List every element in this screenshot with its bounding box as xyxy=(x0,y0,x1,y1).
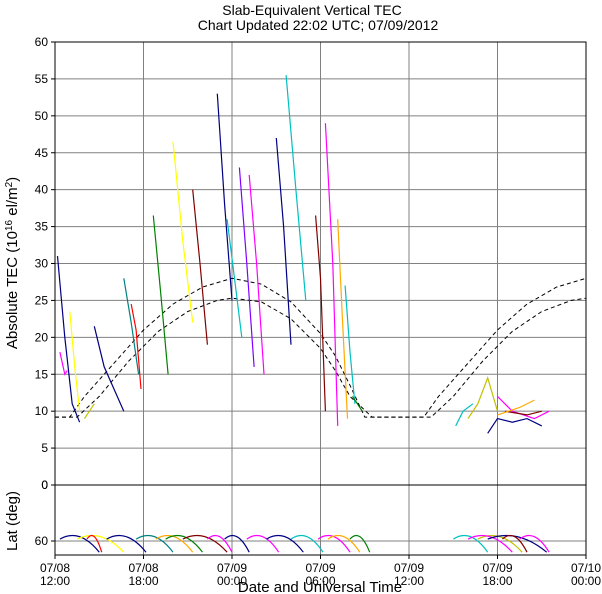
satellite-track-13 xyxy=(248,174,265,375)
xtick-date-3: 07/09 xyxy=(305,561,335,575)
xtick-time-6: 00:00 xyxy=(571,574,601,588)
latitude-arcs xyxy=(59,534,550,553)
xtick-time-0: 12:00 xyxy=(40,574,70,588)
satellite-track-6 xyxy=(130,303,142,390)
x-axis-label: Date and Universal Time xyxy=(238,579,402,594)
tec-gridlines xyxy=(54,41,587,486)
tec-ytick-label-40: 40 xyxy=(35,183,49,197)
satellite-track-26 xyxy=(497,399,535,416)
satellite-track-8 xyxy=(172,141,194,323)
ylabel-close: ) xyxy=(4,177,21,182)
lat-arc-8 xyxy=(206,534,233,553)
satellite-track-24 xyxy=(497,395,550,420)
satellite-track-5 xyxy=(123,278,140,375)
xtick-time-1: 18:00 xyxy=(128,574,158,588)
xtick-date-5: 07/09 xyxy=(482,561,512,575)
satellite-track-11 xyxy=(226,219,243,338)
tec-ytick-label-35: 35 xyxy=(35,220,49,234)
lat-arc-1 xyxy=(76,534,125,553)
tec-ytick-label-30: 30 xyxy=(35,257,49,271)
lat-arc-6 xyxy=(165,534,203,553)
satellite-track-10 xyxy=(216,93,233,301)
lat-arc-0 xyxy=(59,534,100,553)
tec-ytick-label-55: 55 xyxy=(35,72,49,86)
lat-arc-11 xyxy=(266,534,304,553)
ylabel-tail: el/m xyxy=(4,187,21,220)
ylabel-main: Absolute TEC (10 xyxy=(4,231,21,349)
lat-arc-7 xyxy=(182,534,228,553)
lat-arc-14 xyxy=(327,534,361,553)
ylabel-sup: 16 xyxy=(4,219,15,231)
satellite-track-1 xyxy=(59,351,68,376)
ylabel-sup2: 2 xyxy=(4,181,15,187)
lat-gridlines xyxy=(54,485,587,555)
xtick-time-3: 06:00 xyxy=(305,574,335,588)
xtick-time-4: 12:00 xyxy=(394,574,424,588)
lat-arc-12 xyxy=(290,534,324,553)
lat-y-axis-label: Lat (deg) xyxy=(4,491,21,551)
tec-ytick-label-60: 60 xyxy=(35,35,49,49)
model-curves xyxy=(55,277,587,418)
xtick-date-2: 07/09 xyxy=(217,561,247,575)
satellite-track-3 xyxy=(83,403,95,419)
tec-ytick-label-50: 50 xyxy=(35,109,49,123)
satellite-track-9 xyxy=(192,189,208,345)
lat-arc-5 xyxy=(155,534,194,553)
satellite-track-7 xyxy=(152,215,169,375)
lat-arc-3 xyxy=(106,534,147,553)
satellite-track-0 xyxy=(56,256,81,423)
lat-arc-20 xyxy=(501,534,528,553)
lat-arc-17 xyxy=(477,534,523,553)
lat-arc-9 xyxy=(224,534,250,553)
xtick-date-4: 07/09 xyxy=(394,561,424,575)
lat-y-ticks: 0 60 xyxy=(35,478,55,548)
lat-arc-16 xyxy=(452,534,489,553)
model-curve-1 xyxy=(55,297,587,418)
lat-arc-19 xyxy=(487,534,548,553)
tec-ytick-label-15: 15 xyxy=(35,367,49,381)
satellite-track-21 xyxy=(455,403,474,427)
satellite-tracks xyxy=(56,75,550,434)
satellite-track-14 xyxy=(275,137,292,345)
lat-arc-13 xyxy=(317,534,351,553)
satellite-track-20 xyxy=(351,396,363,412)
lat-arc-4 xyxy=(135,534,174,553)
tec-y-ticks: 0 5 10 15 20 25 30 35 40 45 50 55 60 xyxy=(35,35,55,492)
satellite-track-15 xyxy=(285,75,307,301)
satellite-track-22 xyxy=(467,376,499,419)
satellite-track-17 xyxy=(324,123,339,426)
lat-ytick-label-60: 60 xyxy=(35,534,49,548)
lat-arc-21 xyxy=(519,534,550,553)
xtick-date-6: 07/10 xyxy=(571,561,601,575)
tec-ytick-label-45: 45 xyxy=(35,146,49,160)
x-ticks: 07/0812:0007/0818:0007/0900:0007/0906:00… xyxy=(40,555,601,588)
satellite-track-25 xyxy=(504,410,542,416)
model-curve-0 xyxy=(55,277,587,418)
lat-arc-2 xyxy=(86,534,103,553)
satellite-track-19 xyxy=(344,285,356,404)
tec-ytick-label-10: 10 xyxy=(35,404,49,418)
tec-ytick-label-5: 5 xyxy=(41,441,48,455)
lat-arc-15 xyxy=(349,534,371,553)
satellite-track-2 xyxy=(69,311,81,412)
xtick-time-2: 00:00 xyxy=(217,574,247,588)
lat-arc-18 xyxy=(467,534,513,553)
xtick-date-0: 07/08 xyxy=(40,561,70,575)
tec-ytick-label-25: 25 xyxy=(35,293,49,307)
satellite-track-18 xyxy=(337,219,349,419)
tec-ytick-label-0: 0 xyxy=(41,478,48,492)
chart-title: Slab-Equivalent Vertical TEC xyxy=(222,2,402,18)
satellite-track-12 xyxy=(238,167,255,367)
satellite-track-4 xyxy=(93,326,125,412)
chart-subtitle: Chart Updated 22:02 UTC; 07/09/2012 xyxy=(198,17,439,33)
tec-y-axis-label: Absolute TEC (1016 el/m2) xyxy=(4,177,22,349)
satellite-track-23 xyxy=(487,417,543,434)
tec-ytick-label-20: 20 xyxy=(35,330,49,344)
xtick-time-5: 18:00 xyxy=(482,574,512,588)
satellite-track-16 xyxy=(315,215,326,412)
xtick-date-1: 07/08 xyxy=(128,561,158,575)
lat-arc-10 xyxy=(246,534,280,553)
lat-ytick-label-0: 0 xyxy=(41,478,48,492)
